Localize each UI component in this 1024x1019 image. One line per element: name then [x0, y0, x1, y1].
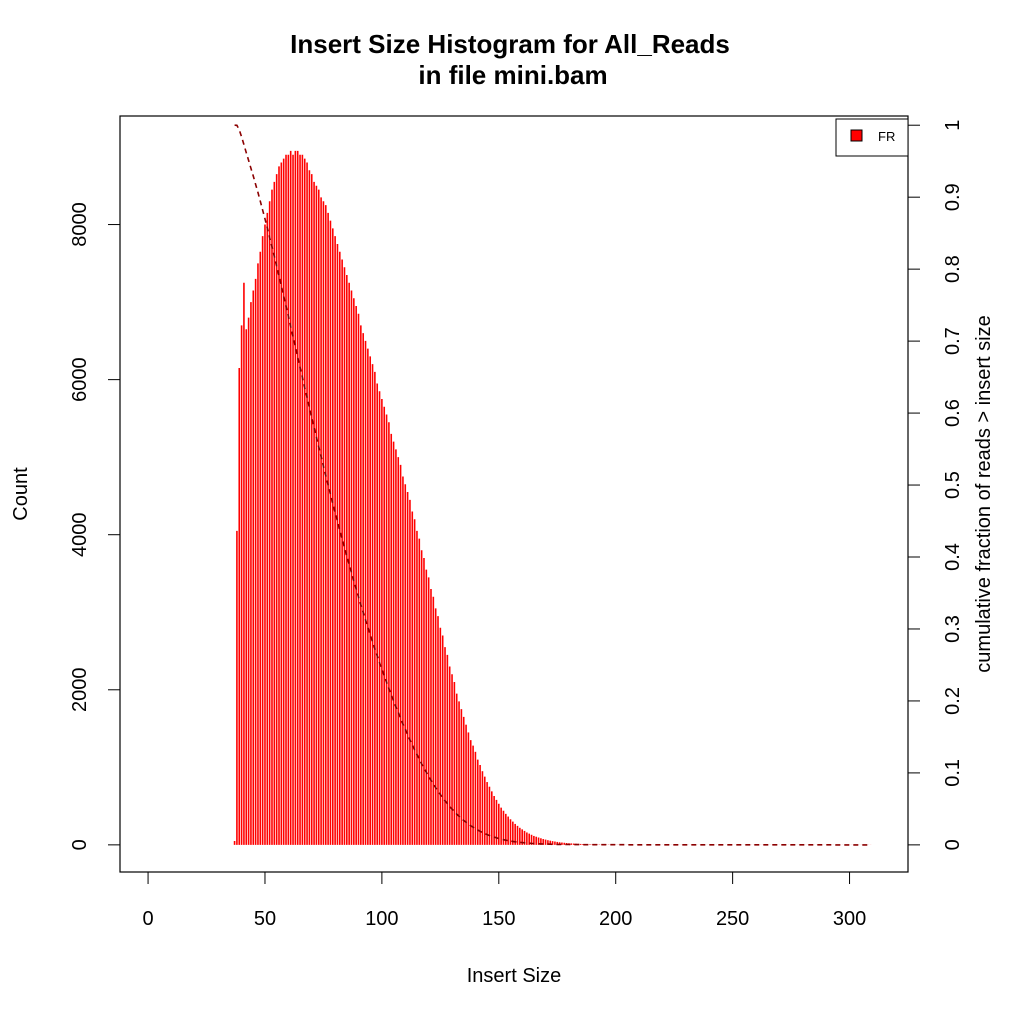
- y-axis-label: Count: [10, 467, 32, 521]
- y2-tick-label: 0: [942, 839, 964, 850]
- y2-tick-label: 0.6: [942, 399, 964, 427]
- y-axis: 0 2000 4000 6000 8000: [69, 202, 121, 850]
- x-tick-label: 250: [716, 908, 749, 930]
- legend-box: [835, 118, 909, 157]
- x-tick-label: 0: [142, 908, 153, 930]
- y2-tick-label: 0.2: [942, 687, 964, 715]
- y2-tick-label: 0.5: [942, 471, 964, 499]
- y2-tick-label: 1: [942, 120, 964, 131]
- legend: FR: [835, 118, 909, 157]
- x-tick-label: 50: [254, 908, 276, 930]
- y2-axis: 0 0.1 0.2 0.3 0.4 0.5 0.6 0.7 0.8 0.9 1: [907, 120, 964, 850]
- y-tick-label: 4000: [69, 512, 91, 557]
- y2-tick-label: 0.7: [942, 327, 964, 355]
- x-axis-label: Insert Size: [467, 965, 561, 987]
- y2-axis-label: cumulative fraction of reads > insert si…: [973, 315, 995, 672]
- x-tick-label: 100: [365, 908, 398, 930]
- y-tick-label: 2000: [69, 668, 91, 713]
- x-tick-label: 300: [833, 908, 866, 930]
- y2-tick-label: 0.1: [942, 759, 964, 787]
- y-tick-label: 0: [69, 839, 91, 850]
- y2-tick-label: 0.4: [942, 543, 964, 571]
- y2-tick-label: 0.9: [942, 183, 964, 211]
- x-tick-label: 200: [599, 908, 632, 930]
- y-tick-label: 6000: [69, 357, 91, 402]
- cumulative-fraction-line: [234, 124, 871, 846]
- y2-tick-label: 0.3: [942, 615, 964, 643]
- cumulative-line-path: [234, 124, 871, 846]
- x-tick-label: 150: [482, 908, 515, 930]
- legend-swatch-fr: [850, 129, 863, 142]
- legend-label-fr: FR: [878, 129, 895, 144]
- chart-title: Insert Size Histogram for All_Reads: [290, 29, 730, 59]
- chart-subtitle: in file mini.bam: [418, 60, 607, 90]
- x-axis: 0 50 100 150 200 250 300: [142, 871, 866, 930]
- y-tick-label: 8000: [69, 202, 91, 247]
- y2-tick-label: 0.8: [942, 255, 964, 283]
